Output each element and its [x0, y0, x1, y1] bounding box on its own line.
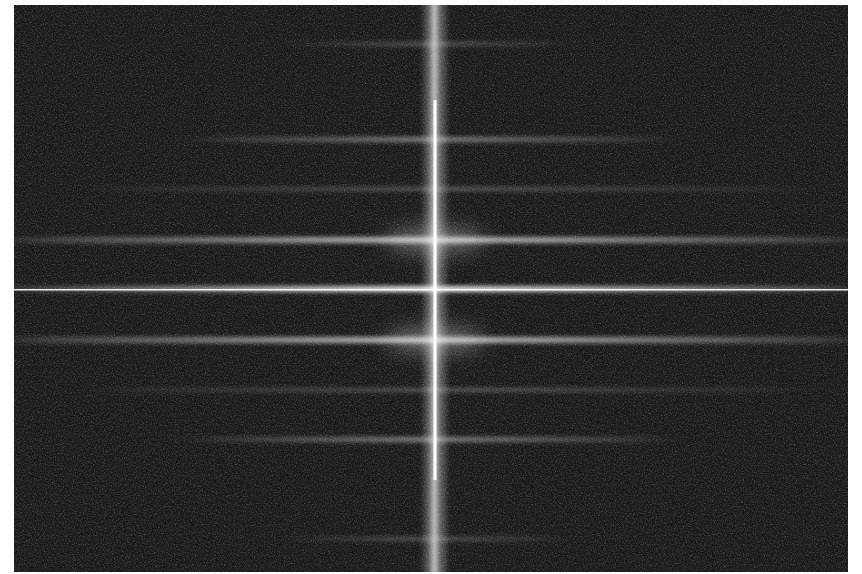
- line: [434, 100, 437, 480]
- line: [100, 388, 800, 392]
- page: [0, 0, 862, 574]
- vertical-line: [424, 5, 446, 572]
- line: [100, 187, 800, 191]
- spectrum-image: [0, 0, 862, 574]
